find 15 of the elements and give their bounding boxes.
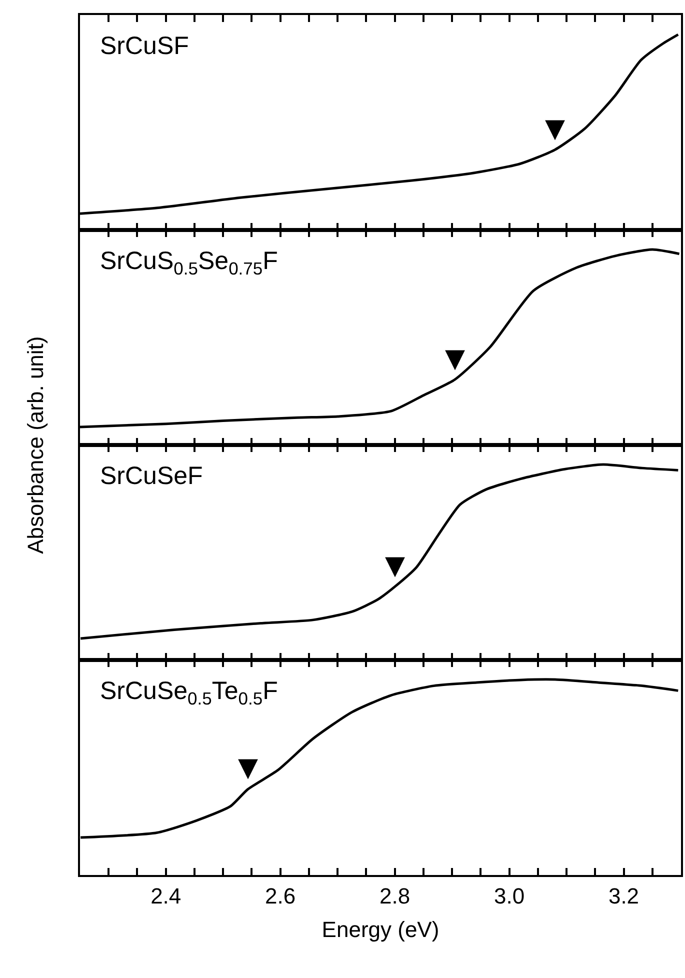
- chart-title: SrCuSF: [100, 32, 189, 60]
- x-tick-label: 3.0: [494, 883, 525, 908]
- y-axis-title: Absorbance (arb. unit): [22, 336, 48, 554]
- chart-title: SrCuSeF: [100, 462, 203, 490]
- x-tick-label: 2.6: [265, 883, 296, 908]
- x-tick-label: 2.4: [150, 883, 182, 908]
- x-tick-label: 3.2: [608, 883, 640, 908]
- chart-title: SrCuSe$_{0.5}$Te$_{0.5}$F: [100, 677, 278, 708]
- chart-title: SrCuS$_{0.5}$Se$_{0.75}$F: [100, 247, 278, 278]
- annotation: ▼: [238, 753, 258, 783]
- x-axis-title: Energy (eV): [322, 916, 440, 942]
- annotation: ▼: [385, 551, 405, 581]
- annotation: ▼: [545, 114, 565, 144]
- annotation: ▼: [445, 344, 465, 374]
- x-tick-label: 2.8: [380, 883, 410, 908]
